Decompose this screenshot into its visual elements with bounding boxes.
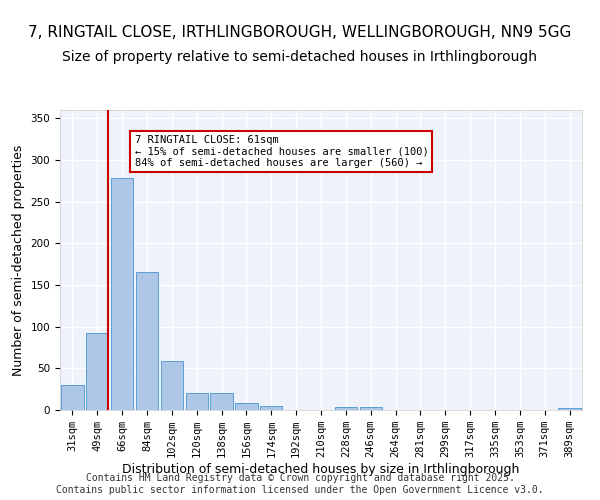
Bar bbox=[359, 406, 382, 410]
Bar bbox=[111, 178, 133, 410]
Text: Size of property relative to semi-detached houses in Irthlingborough: Size of property relative to semi-detach… bbox=[62, 50, 538, 64]
Bar bbox=[136, 272, 158, 410]
Bar bbox=[61, 385, 83, 410]
Bar bbox=[86, 332, 109, 410]
Bar bbox=[161, 361, 183, 410]
Bar bbox=[559, 408, 581, 410]
Bar bbox=[211, 394, 233, 410]
Y-axis label: Number of semi-detached properties: Number of semi-detached properties bbox=[12, 144, 25, 376]
Bar bbox=[185, 394, 208, 410]
Bar bbox=[335, 406, 357, 410]
Bar bbox=[260, 406, 283, 410]
Text: 7, RINGTAIL CLOSE, IRTHLINGBOROUGH, WELLINGBOROUGH, NN9 5GG: 7, RINGTAIL CLOSE, IRTHLINGBOROUGH, WELL… bbox=[28, 25, 572, 40]
X-axis label: Distribution of semi-detached houses by size in Irthlingborough: Distribution of semi-detached houses by … bbox=[122, 463, 520, 476]
Text: Contains HM Land Registry data © Crown copyright and database right 2025.
Contai: Contains HM Land Registry data © Crown c… bbox=[56, 474, 544, 495]
Text: 7 RINGTAIL CLOSE: 61sqm
← 15% of semi-detached houses are smaller (100)
84% of s: 7 RINGTAIL CLOSE: 61sqm ← 15% of semi-de… bbox=[134, 135, 428, 168]
Bar bbox=[235, 402, 257, 410]
